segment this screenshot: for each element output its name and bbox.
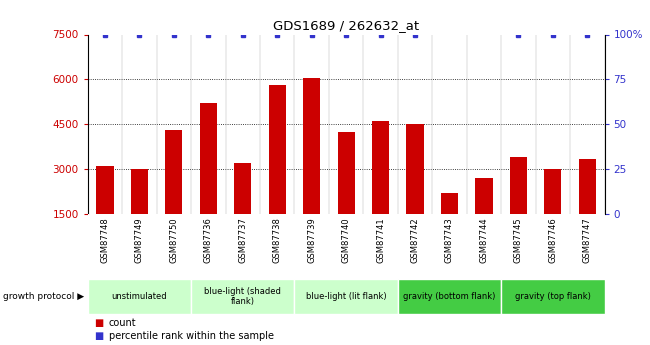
Bar — [191, 279, 294, 314]
Bar — [578, 159, 596, 214]
Text: GSM87737: GSM87737 — [239, 217, 247, 263]
Text: blue-light (lit flank): blue-light (lit flank) — [306, 292, 387, 301]
Bar — [398, 279, 501, 314]
Text: GSM87740: GSM87740 — [342, 217, 350, 263]
Text: GSM87742: GSM87742 — [411, 217, 419, 263]
Bar — [268, 85, 286, 214]
Bar — [131, 169, 148, 214]
Text: ■: ■ — [94, 318, 103, 327]
Bar — [294, 279, 398, 314]
Bar — [510, 157, 527, 214]
Title: GDS1689 / 262632_at: GDS1689 / 262632_at — [273, 19, 419, 32]
Text: gravity (bottom flank): gravity (bottom flank) — [403, 292, 496, 301]
Bar — [165, 130, 183, 214]
Text: GSM87744: GSM87744 — [480, 217, 488, 263]
Bar — [441, 193, 458, 214]
Text: GSM87741: GSM87741 — [376, 217, 385, 263]
Text: count: count — [109, 318, 136, 327]
Bar — [88, 279, 191, 314]
Text: GSM87748: GSM87748 — [101, 217, 109, 263]
Text: GSM87736: GSM87736 — [204, 217, 213, 263]
Bar — [372, 121, 389, 214]
Bar — [501, 279, 604, 314]
Bar — [406, 124, 424, 214]
Bar — [234, 163, 252, 214]
Text: percentile rank within the sample: percentile rank within the sample — [109, 332, 274, 341]
Text: GSM87738: GSM87738 — [273, 217, 281, 263]
Text: ■: ■ — [94, 332, 103, 341]
Bar — [544, 169, 562, 214]
Bar — [96, 166, 114, 214]
Bar — [200, 103, 217, 214]
Text: GSM87750: GSM87750 — [170, 217, 178, 263]
Text: GSM87747: GSM87747 — [583, 217, 592, 263]
Text: GSM87745: GSM87745 — [514, 217, 523, 263]
Text: growth protocol ▶: growth protocol ▶ — [3, 292, 84, 301]
Bar — [337, 132, 355, 214]
Bar — [303, 78, 320, 214]
Text: unstimulated: unstimulated — [112, 292, 167, 301]
Text: GSM87746: GSM87746 — [549, 217, 557, 263]
Bar — [475, 178, 493, 214]
Text: GSM87743: GSM87743 — [445, 217, 454, 263]
Text: blue-light (shaded
flank): blue-light (shaded flank) — [204, 287, 281, 306]
Text: GSM87749: GSM87749 — [135, 217, 144, 263]
Text: GSM87739: GSM87739 — [307, 217, 316, 263]
Text: gravity (top flank): gravity (top flank) — [515, 292, 591, 301]
